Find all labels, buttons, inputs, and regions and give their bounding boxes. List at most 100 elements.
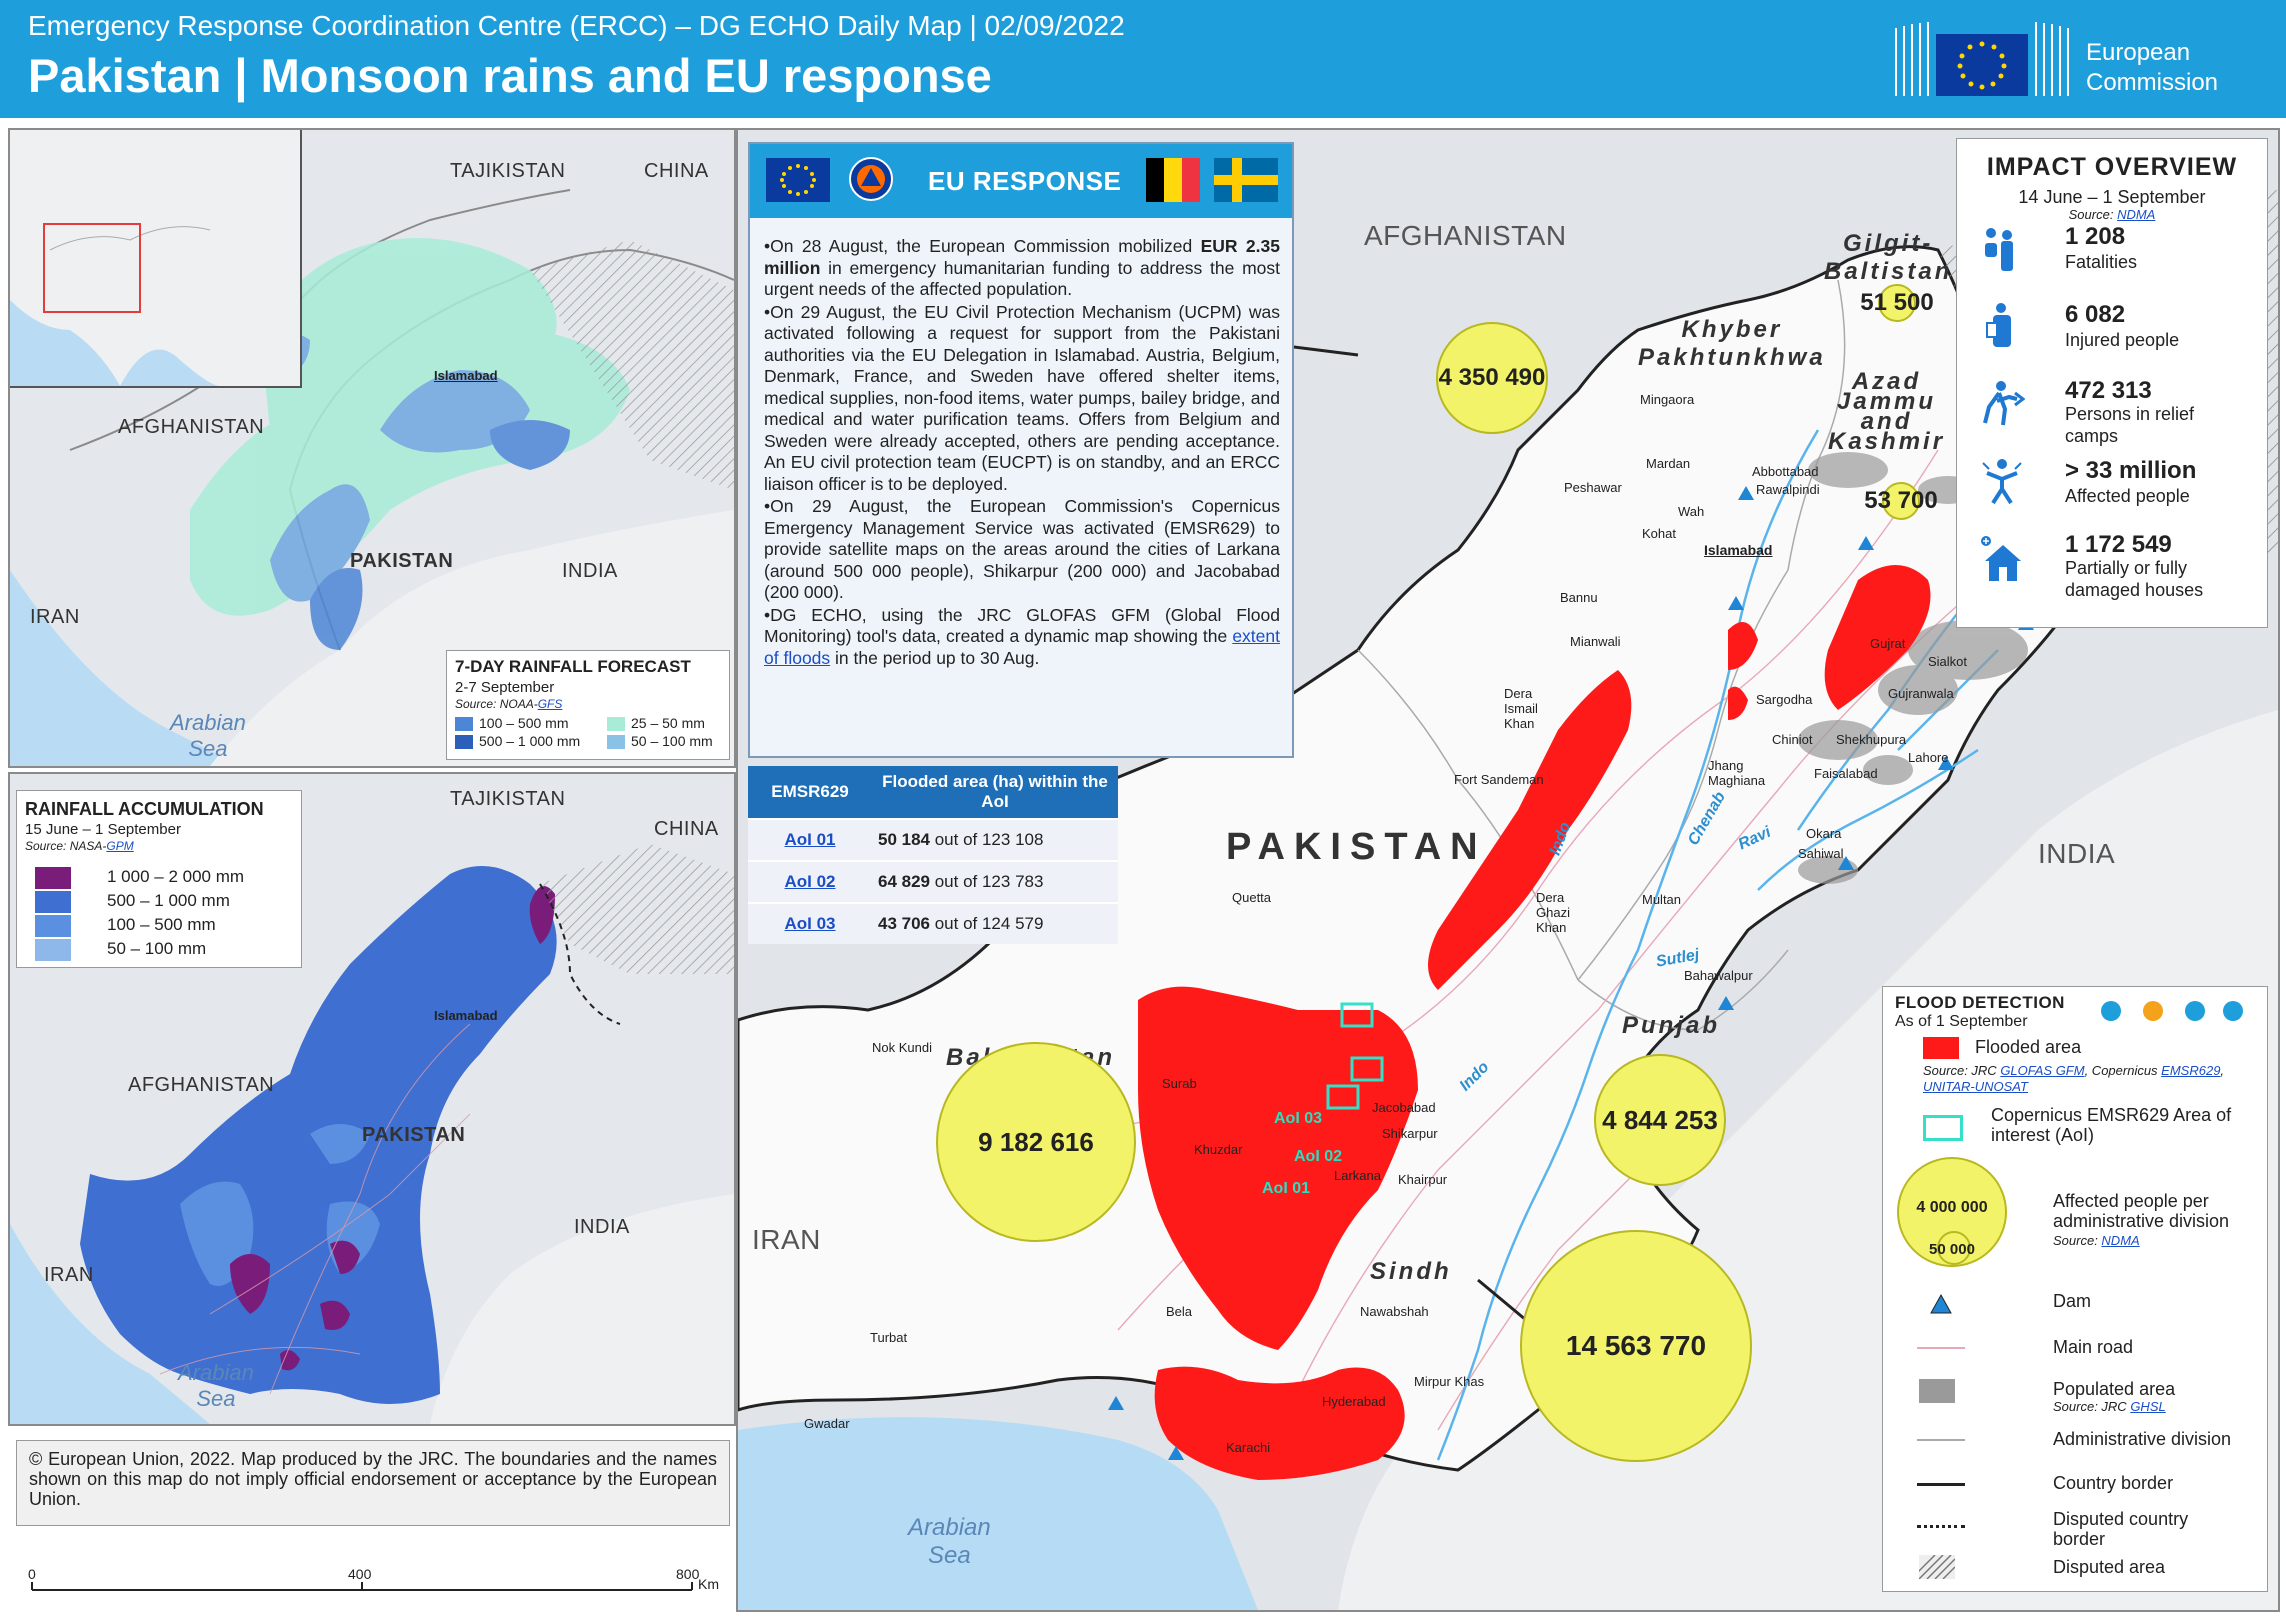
city-multan: Multan [1642, 892, 1682, 907]
label-sindh: Sindh [1370, 1258, 1452, 1285]
impact-value-relief-camps: 472 313 [2065, 377, 2152, 404]
label-arabian-sea-2: Arabian Sea [178, 1360, 254, 1411]
disputed-border-legend-label: Disputed country border [2053, 1509, 2189, 1549]
partner-logos-icon [2101, 1001, 2243, 1021]
belgium-flag-icon [1146, 158, 1200, 202]
legend-swatch-100-500 [455, 717, 473, 731]
legend-swatch-100-500-acc [35, 915, 71, 937]
map-title: Pakistan | Monsoon rains and EU response [28, 49, 992, 102]
city-dera-ismail-khan: Dera Ismail Khan [1504, 686, 1538, 731]
city-jhang: Jhang Maghiana [1708, 758, 1766, 788]
accumulation-legend-period: 15 June – 1 September [25, 821, 181, 838]
city-gujrat: Gujrat [1870, 636, 1906, 651]
forecast-map-panel: TAJIKISTAN CHINA AFGHANISTAN PAKISTAN IN… [8, 128, 736, 768]
header-bar: Emergency Response Coordination Centre (… [0, 0, 2286, 118]
city-peshawar: Peshawar [1564, 480, 1622, 495]
forecast-legend: 7-DAY RAINFALL FORECAST 2-7 September So… [446, 650, 730, 760]
flood-legend-title: FLOOD DETECTION [1895, 993, 2065, 1012]
flooded-area-label: Flooded area [1975, 1037, 2082, 1057]
glofas-gfm-link[interactable]: GLOFAS GFM [2000, 1063, 2085, 1078]
label-pakistan-2: PAKISTAN [362, 1124, 466, 1146]
city-gujranwala: Gujranwala [1888, 686, 1954, 701]
impact-label-fatalities: Fatalities [2065, 252, 2138, 272]
legend-swatch-50-100 [607, 735, 625, 749]
eu-response-text: •On 28 August, the European Commission m… [764, 236, 1280, 670]
label-islamabad-2: Islamabad [434, 1008, 498, 1023]
legend-label-50-100: 50 – 100 mm [631, 733, 713, 749]
scale-tick-0: 0 [28, 1566, 36, 1582]
aoi-01-label: AoI 01 [1262, 1180, 1311, 1197]
flooded-area-swatch [1923, 1037, 1959, 1059]
main-label-arabian-sea: Arabian Sea [908, 1514, 991, 1569]
city-karachi: Karachi [1226, 1440, 1271, 1455]
eu-response-panel: EU RESPONSE •On 28 August, the European … [748, 142, 1294, 758]
impact-period: 14 June – 1 September [2018, 187, 2206, 207]
legend-label-1000-2000: 1 000 – 2 000 mm [107, 867, 245, 886]
populated-area-swatch [1919, 1379, 1955, 1403]
main-label-iran: IRAN [752, 1224, 821, 1255]
main-label-india: INDIA [2038, 838, 2116, 869]
city-sialkot: Sialkot [1928, 654, 1968, 669]
city-rawalpindi: Rawalpindi [1756, 482, 1820, 497]
populated-area-legend-label: Populated area [2053, 1379, 2176, 1399]
affected-circle-big-value: 4 000 000 [1916, 1199, 1988, 1216]
gpm-source-link[interactable]: GPM [106, 839, 134, 853]
label-iran: IRAN [30, 606, 80, 628]
legend-label-100-500: 100 – 500 mm [479, 715, 569, 731]
impact-value-affected: > 33 million [2065, 457, 2197, 484]
eu-response-title: EU RESPONSE [928, 166, 1122, 196]
forecast-legend-title: 7-DAY RAINFALL FORECAST [455, 657, 691, 676]
impact-label-houses: Partially or fully damaged houses [2065, 558, 2204, 600]
label-tajikistan: TAJIKISTAN [450, 160, 566, 182]
legend-label-50-100-acc: 50 – 100 mm [107, 939, 207, 958]
city-khairpur: Khairpur [1398, 1172, 1448, 1187]
eu-response-p1: •On 28 August, the European Commission m… [764, 236, 1280, 299]
emsr629-link[interactable]: EMSR629 [2161, 1063, 2221, 1078]
aoi-swatch [1923, 1115, 1963, 1141]
impact-source: Source: NDMA [2068, 207, 2156, 222]
ndma-legend-link[interactable]: NDMA [2101, 1233, 2140, 1248]
scale-bar-container: 0 400 800 Km [28, 1566, 719, 1606]
table-row: AoI 02 64 829 out of 123 783 [748, 860, 1118, 903]
locator-map-icon [10, 130, 300, 386]
label-tajikistan-2: TAJIKISTAN [450, 788, 566, 810]
label-afghanistan-2: AFGHANISTAN [128, 1074, 275, 1096]
legend-swatch-500-1000 [455, 735, 473, 749]
city-sheikhupura: Shekhupura [1836, 732, 1907, 747]
impact-label-injured: Injured people [2065, 330, 2180, 350]
flooded-area-source: Source: JRC GLOFAS GFM, Copernicus EMSR6… [1923, 1063, 2225, 1094]
legend-swatch-1000-2000 [35, 867, 71, 889]
ghsl-link[interactable]: GHSL [2130, 1399, 2166, 1414]
label-arabian-sea: Arabian Sea [170, 710, 246, 761]
disputed-area-swatch [1919, 1555, 1955, 1579]
city-larkana: Larkana [1334, 1168, 1381, 1183]
aoi-03-link[interactable]: AoI 03 [748, 902, 872, 944]
aoi-02-value: 64 829 out of 123 783 [872, 860, 1118, 903]
aoi-02-link[interactable]: AoI 02 [748, 860, 872, 903]
populated-area-source: Source: JRC GHSL [2053, 1399, 2166, 1414]
forecast-legend-period: 2-7 September [455, 679, 555, 696]
city-jacobabad: Jacobabad [1372, 1100, 1436, 1115]
label-china-2: CHINA [654, 818, 719, 840]
dam-icon [1930, 1293, 1952, 1314]
accumulation-map-panel: TAJIKISTAN CHINA AFGHANISTAN PAKISTAN IN… [8, 772, 736, 1426]
gfs-source-link[interactable]: GFS [537, 697, 563, 711]
fatalities-icon [1985, 228, 2013, 271]
ec-building-icon: European Commission [1886, 16, 2256, 102]
aoi-01-link[interactable]: AoI 01 [748, 818, 872, 861]
scale-tick-400: 400 [348, 1566, 372, 1582]
extent-of-floods-link[interactable]: extent of floods [764, 626, 1280, 668]
ndma-source-link[interactable]: NDMA [2117, 207, 2156, 222]
city-dera-ghazi-khan: Dera Ghazi Khan [1536, 890, 1570, 935]
admin-division-swatch [1917, 1439, 1965, 1441]
label-pakistan: PAKISTAN [350, 550, 454, 572]
label-china: CHINA [644, 160, 709, 182]
unitar-unosat-link[interactable]: UNITAR-UNOSAT [1923, 1079, 2028, 1094]
dam-legend-label: Dam [2053, 1291, 2092, 1311]
main-label-pakistan: PAKISTAN [1226, 826, 1487, 868]
city-quetta: Quetta [1232, 890, 1272, 905]
aoi-legend-label: Copernicus EMSR629 Area of interest (AoI… [1991, 1105, 2232, 1145]
aoi-flooded-table: EMSR629 Flooded area (ha) within the AoI… [748, 766, 1118, 944]
city-bela: Bela [1166, 1304, 1193, 1319]
affected-circle-small-value: 50 000 [1929, 1241, 1975, 1258]
